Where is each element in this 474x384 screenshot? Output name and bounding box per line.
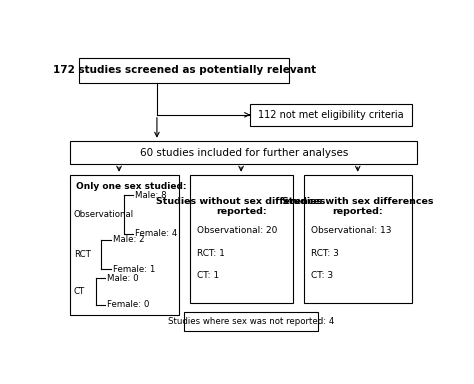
Text: Only one sex studied:: Only one sex studied: xyxy=(76,182,186,191)
Text: Male: 8: Male: 8 xyxy=(135,191,166,200)
Text: CT: 3: CT: 3 xyxy=(311,271,333,280)
Bar xyxy=(250,104,412,126)
Text: CT: 1: CT: 1 xyxy=(197,271,219,280)
Bar xyxy=(70,141,418,164)
Text: Observational: 20: Observational: 20 xyxy=(197,227,277,235)
Bar xyxy=(70,175,179,315)
Text: Studies without sex differences
reported:: Studies without sex differences reported… xyxy=(156,197,326,216)
Bar xyxy=(303,175,412,303)
Text: Studies where sex was not reported: 4: Studies where sex was not reported: 4 xyxy=(168,317,334,326)
Bar xyxy=(80,58,289,83)
Text: Female: 1: Female: 1 xyxy=(112,265,155,274)
Text: Female: 4: Female: 4 xyxy=(135,229,177,238)
Text: Female: 0: Female: 0 xyxy=(107,300,149,309)
Bar xyxy=(190,175,292,303)
Text: Studies with sex differences
reported:: Studies with sex differences reported: xyxy=(282,197,433,216)
Text: 112 not met eligibility criteria: 112 not met eligibility criteria xyxy=(258,110,404,120)
Text: Observational: 13: Observational: 13 xyxy=(311,227,392,235)
Text: RCT: RCT xyxy=(74,250,91,259)
Text: Male: 2: Male: 2 xyxy=(112,235,144,244)
Text: CT: CT xyxy=(74,287,85,296)
Text: 172 studies screened as potentially relevant: 172 studies screened as potentially rele… xyxy=(53,66,316,76)
Text: RCT: 1: RCT: 1 xyxy=(197,248,225,258)
Text: Observational: Observational xyxy=(74,210,134,219)
Bar xyxy=(184,312,318,331)
Text: RCT: 3: RCT: 3 xyxy=(311,248,339,258)
Text: 60 studies included for further analyses: 60 studies included for further analyses xyxy=(140,147,348,157)
Text: Male: 0: Male: 0 xyxy=(107,274,138,283)
